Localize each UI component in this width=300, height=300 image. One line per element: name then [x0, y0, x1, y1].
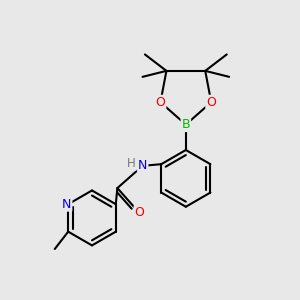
Text: H: H: [127, 157, 136, 170]
Text: B: B: [182, 118, 190, 131]
Text: O: O: [134, 206, 144, 219]
Text: N: N: [62, 198, 71, 211]
Text: O: O: [206, 96, 216, 109]
Text: O: O: [155, 96, 165, 109]
Text: N: N: [138, 159, 147, 172]
